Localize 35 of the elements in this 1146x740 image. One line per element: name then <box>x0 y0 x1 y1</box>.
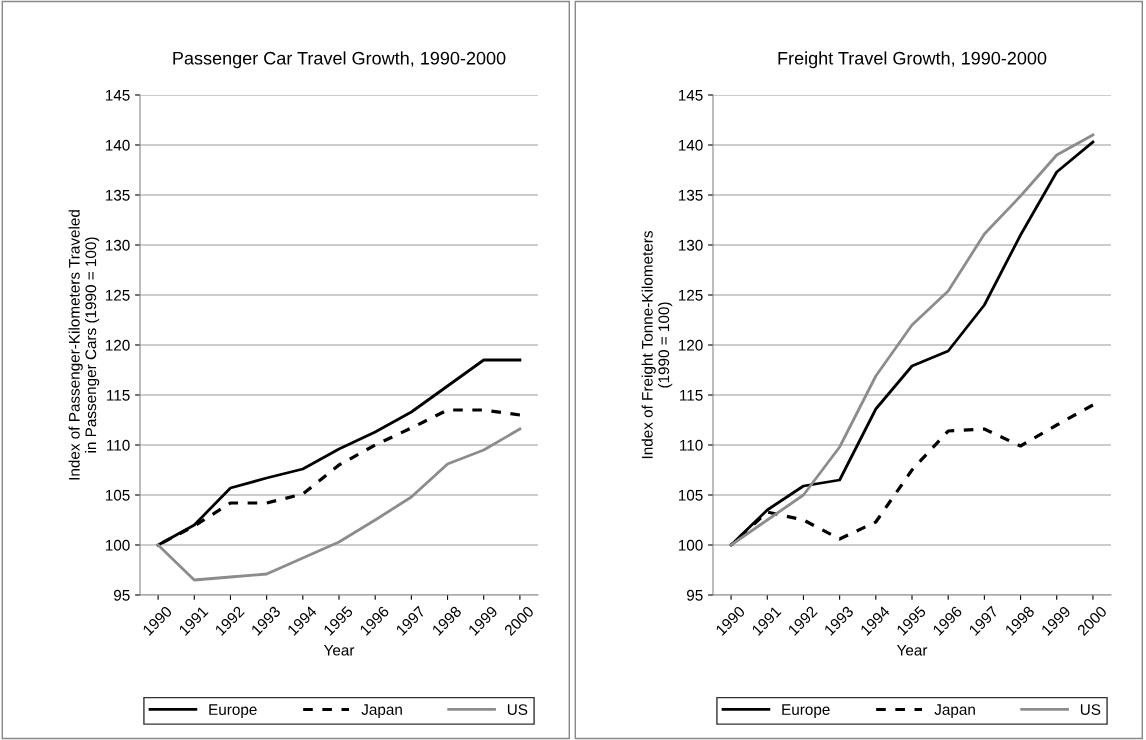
y-tick-label: 100 <box>678 539 703 551</box>
y-tick-label: 110 <box>680 439 703 451</box>
y-tick-label: 140 <box>105 139 130 151</box>
y-axis-title: Index of Freight Tonne-Kilometers (1990 = 100) <box>641 231 673 459</box>
legend-label: Europe <box>209 704 257 718</box>
y-tick-label: 120 <box>105 339 130 351</box>
y-tick-label: 145 <box>105 90 130 101</box>
y-tick-label: 115 <box>680 390 703 401</box>
y-tick-label: 95 <box>687 589 703 601</box>
legend-label: US <box>507 704 528 715</box>
chart-title: Passenger Car Travel Growth, 1990-2000 <box>173 51 506 69</box>
line-series <box>156 427 522 582</box>
y-tick-label: 120 <box>678 339 703 351</box>
legend-label: Europe <box>782 704 830 718</box>
legend-label: US <box>1080 704 1101 715</box>
y-tick-label: 130 <box>105 239 130 251</box>
x-axis-title: Year <box>896 644 928 656</box>
y-tick-label: 135 <box>105 189 130 201</box>
y-tick-label: 110 <box>107 439 130 451</box>
y-tick-label: 100 <box>105 539 130 551</box>
y-tick-label: 105 <box>105 489 130 501</box>
y-tick-label: 145 <box>678 90 703 101</box>
y-axis-title: Index of Passenger-Kilometers Traveled in Passenger Cars (1990 = 100) <box>68 210 100 480</box>
y-tick-label: 125 <box>678 289 703 301</box>
y-tick-label: 115 <box>107 390 130 401</box>
chart-title: Freight Travel Growth, 1990-2000 <box>778 51 1047 69</box>
legend-label: Japan <box>934 704 975 718</box>
y-tick-label: 125 <box>105 289 130 301</box>
y-tick-label: 95 <box>114 589 130 601</box>
x-axis-title: Year <box>323 644 355 656</box>
y-tick-label: 135 <box>678 189 703 201</box>
y-tick-label: 140 <box>678 139 703 151</box>
y-tick-label: 105 <box>678 489 703 501</box>
y-tick-label: 130 <box>678 239 703 251</box>
legend-label: Japan <box>361 704 402 718</box>
